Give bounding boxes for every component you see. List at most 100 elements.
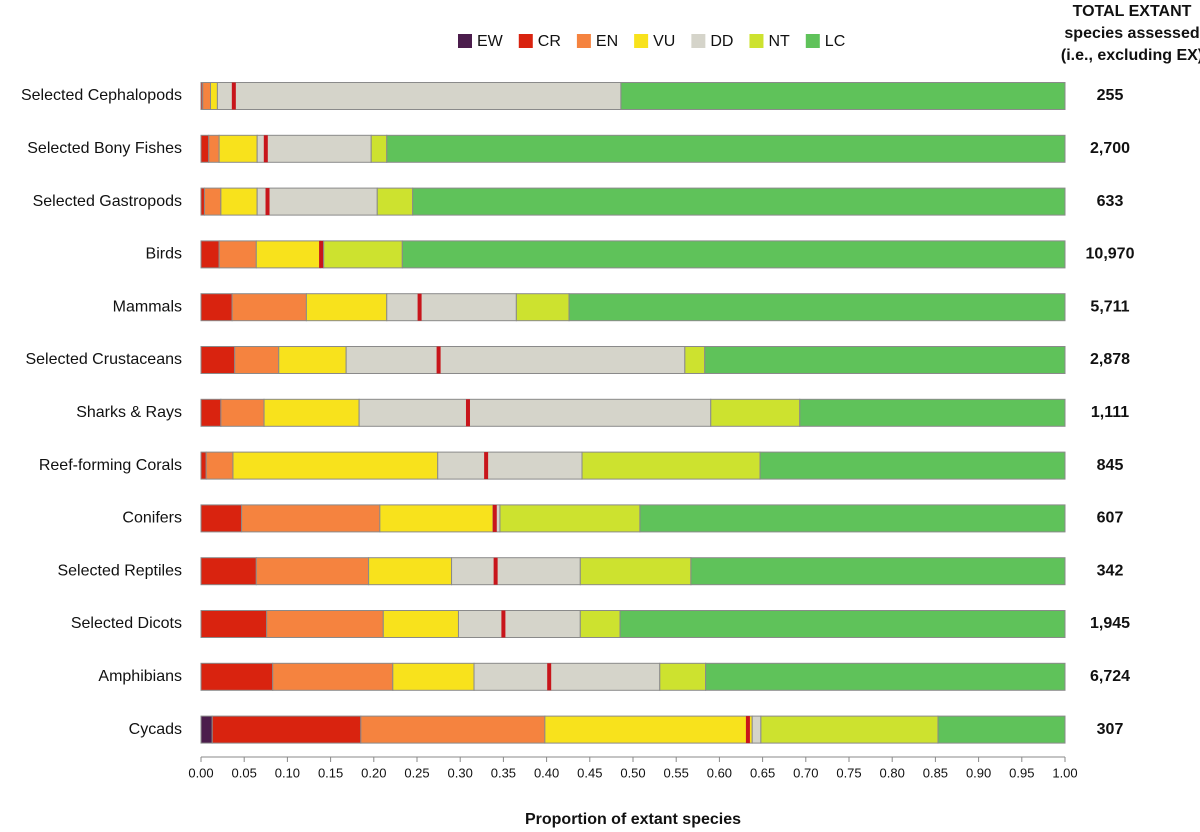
bar-segment — [220, 187, 258, 216]
bar-segment — [412, 187, 1066, 216]
estimate-marker — [547, 663, 552, 691]
bar-segment — [705, 662, 1066, 691]
legend-label: LC — [825, 33, 845, 50]
y-tick-label: Selected Cephalopods — [21, 87, 182, 104]
total-label: 2,700 — [1090, 140, 1130, 157]
bar-segment — [684, 346, 706, 374]
x-tick-label: 0.50 — [620, 765, 645, 780]
x-tick-label: 0.30 — [448, 765, 473, 780]
bar-segment — [323, 240, 403, 269]
bar-segment — [759, 451, 1066, 480]
x-tick-label: 0.85 — [923, 765, 948, 780]
estimate-marker — [501, 610, 506, 638]
estimate-marker — [231, 82, 236, 110]
y-tick-label: Mammals — [113, 298, 182, 315]
y-tick-label: Amphibians — [98, 668, 182, 685]
bar-segment — [256, 134, 372, 163]
estimate-marker — [745, 716, 750, 744]
x-tick-label: 0.35 — [491, 765, 516, 780]
bar-segment — [544, 715, 753, 744]
x-tick-label: 0.05 — [232, 765, 257, 780]
bar-segment — [263, 398, 360, 427]
bar-segment — [751, 715, 762, 744]
bar-segment — [437, 451, 583, 480]
total-label: 2,878 — [1090, 351, 1130, 368]
bar-segment — [760, 715, 939, 744]
estimate-marker — [484, 452, 489, 480]
bar-segment — [345, 346, 686, 374]
bar-segment — [234, 346, 280, 374]
x-tick-label: 0.70 — [793, 765, 818, 780]
y-tick-label: Selected Bony Fishes — [27, 140, 182, 157]
bar-segment — [799, 398, 1066, 427]
bar-segment — [208, 134, 220, 163]
total-label: 607 — [1097, 510, 1124, 527]
bar-segment — [218, 134, 258, 163]
total-label: 6,724 — [1090, 668, 1130, 685]
legend-swatch — [691, 34, 706, 48]
bar-segment — [200, 240, 220, 269]
y-tick-label: Selected Dicots — [71, 615, 182, 632]
bar-segment — [200, 134, 210, 163]
x-tick-label: 0.20 — [361, 765, 386, 780]
bar-segment — [220, 398, 265, 427]
bar-segment — [451, 557, 581, 586]
x-tick-label: 0.90 — [966, 765, 991, 780]
y-tick-label: Selected Crustaceans — [25, 351, 182, 368]
bar-segment — [202, 82, 212, 110]
bar-segment — [568, 293, 1066, 322]
bar-segment — [457, 610, 581, 638]
estimate-marker — [493, 557, 498, 585]
bar-segment — [382, 610, 459, 638]
bar-segment — [639, 504, 1066, 533]
bar-segment — [376, 187, 414, 216]
legend-swatch — [576, 34, 591, 48]
total-label: 1,111 — [1091, 404, 1129, 421]
bar-segment — [937, 715, 1066, 744]
y-tick-label: Selected Gastropods — [33, 193, 182, 210]
bar-segment — [200, 451, 207, 480]
totals-title: species assessed — [1064, 25, 1199, 42]
bar-segment — [499, 504, 641, 533]
bar-segment — [205, 451, 234, 480]
bar-segment — [368, 557, 453, 586]
bar-segment — [266, 610, 384, 638]
estimate-marker — [319, 240, 324, 268]
legend-swatch — [458, 34, 472, 48]
bar-segment — [255, 557, 370, 586]
x-tick-label: 0.95 — [1009, 765, 1034, 780]
total-label: 307 — [1097, 721, 1124, 738]
legend-label: VU — [653, 33, 675, 50]
legend-swatch — [749, 34, 764, 48]
bar-segment — [216, 82, 622, 110]
bar-segment — [200, 346, 236, 374]
bar-segment — [255, 240, 321, 269]
estimate-marker — [436, 346, 441, 374]
bar-segment — [579, 557, 692, 586]
bar-segment — [690, 557, 1066, 586]
bar-segment — [386, 134, 1066, 163]
totals-title: TOTAL EXTANT — [1073, 3, 1192, 20]
x-tick-label: 0.65 — [750, 765, 775, 780]
legend-label: CR — [538, 33, 561, 50]
legend-label: NT — [768, 33, 790, 50]
bar-segment — [256, 187, 378, 216]
legend-label: EN — [596, 33, 618, 50]
x-tick-label: 0.60 — [707, 765, 732, 780]
bar-segment — [200, 662, 274, 691]
bar-segment — [200, 557, 257, 586]
bar-segment — [659, 662, 707, 691]
bar-segment — [200, 610, 268, 638]
total-label: 10,970 — [1086, 246, 1135, 263]
totals-title: (i.e., excluding EX) — [1061, 47, 1200, 64]
total-label: 1,945 — [1090, 615, 1130, 632]
estimate-marker — [492, 504, 497, 532]
total-label: 633 — [1097, 193, 1124, 210]
bar-segment — [581, 451, 761, 480]
y-tick-label: Birds — [146, 246, 182, 263]
bar-segment — [360, 715, 546, 744]
legend-swatch — [634, 34, 649, 48]
bar-segment — [370, 134, 388, 163]
x-tick-label: 1.00 — [1052, 765, 1077, 780]
